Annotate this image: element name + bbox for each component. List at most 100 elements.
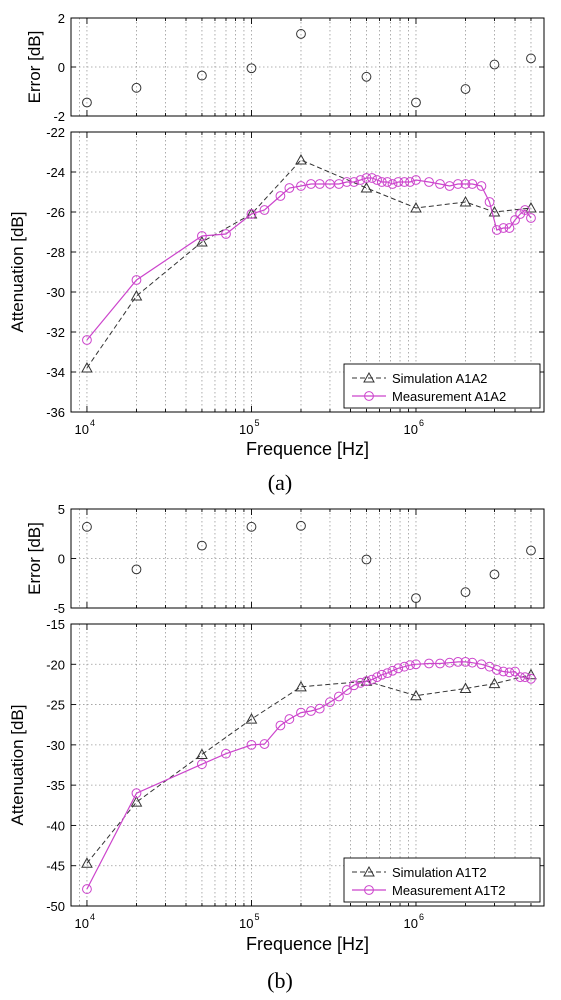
error-point: [526, 545, 536, 556]
measurement-marker: [372, 175, 382, 185]
measurement-marker: [284, 183, 295, 193]
measurement-marker: [424, 658, 434, 669]
error-plot-frame: [70, 508, 545, 609]
measurement-marker: [460, 179, 471, 189]
x-tick-label-base: 10: [239, 916, 253, 931]
error-point: [82, 521, 92, 532]
measurement-marker: [510, 666, 520, 677]
measurement-marker: [349, 680, 359, 691]
measurement-marker: [82, 335, 92, 345]
measurement-marker: [467, 179, 478, 189]
y-tick-label: -28: [46, 245, 65, 260]
measurement-marker: [460, 656, 471, 667]
measurement-marker: [361, 173, 372, 183]
x-tick-label: 10 4: [74, 418, 94, 437]
x-tick-label: 10 6: [404, 912, 424, 931]
legend-box: [343, 857, 541, 903]
x-tick-label-base: 10: [74, 422, 88, 437]
measurement-marker: [296, 181, 306, 191]
measurement-marker: [453, 179, 463, 189]
measurement-marker: [333, 691, 344, 702]
x-tick-label-base: 10: [74, 916, 88, 931]
measurement-marker: [405, 177, 415, 187]
error-plot: 5 0 -5 Error [dB]: [25, 502, 545, 616]
y-tick-label: -30: [46, 738, 65, 753]
frequency-axis-label: Frequence [Hz]: [246, 934, 369, 954]
legend-measurement-marker: [364, 885, 374, 895]
measurement-marker: [221, 229, 231, 239]
legend-simulation-label: Simulation A1A2: [392, 371, 487, 386]
measurement-marker: [341, 685, 352, 695]
measurement-marker: [361, 676, 372, 687]
y-tick-label: -20: [46, 657, 65, 672]
panel-label: (b): [267, 968, 293, 993]
measurement-marker: [526, 213, 536, 223]
measurement-marker: [246, 209, 257, 219]
simulation-marker: [196, 235, 208, 247]
y-tick-label: -36: [46, 405, 65, 420]
y-tick-label: -30: [46, 285, 65, 300]
legend: Simulation A1T2 Measurement A1T2: [343, 857, 541, 903]
error-point: [197, 70, 207, 81]
x-tick-label: 10 5: [239, 418, 259, 437]
error-point: [246, 63, 257, 74]
measurement-marker: [498, 223, 509, 233]
y-tick-label: -5: [53, 601, 65, 616]
simulation-marker: [410, 201, 422, 213]
measurement-marker: [306, 706, 316, 716]
measurement-marker: [314, 703, 325, 714]
simulation-marker: [488, 677, 501, 689]
y-tick-label: -26: [46, 205, 65, 220]
measurement-marker: [82, 884, 92, 894]
measurement-marker: [376, 177, 387, 187]
error-point: [411, 593, 421, 603]
error-point: [460, 587, 471, 598]
measurement-marker: [411, 659, 421, 670]
error-point: [131, 564, 142, 575]
measurement-marker: [504, 667, 515, 678]
y-tick-label: -45: [46, 859, 65, 874]
measurement-marker: [259, 205, 270, 215]
y-tick-label: -22: [46, 125, 65, 140]
measurement-marker: [259, 739, 270, 749]
error-point: [489, 59, 500, 70]
simulation-marker: [360, 181, 373, 193]
y-tick-label: -50: [46, 899, 65, 914]
x-tick-label-exponent: 5: [254, 912, 259, 922]
error-point: [361, 71, 372, 82]
measurement-marker: [387, 179, 398, 189]
measurement-marker: [387, 665, 398, 676]
measurement-marker: [510, 215, 520, 225]
simulation-marker: [130, 289, 143, 301]
legend-measurement-label: Measurement A1A2: [392, 389, 506, 404]
y-tick-label: -24: [46, 165, 65, 180]
x-tick-label-exponent: 4: [90, 418, 95, 428]
measurement-line: [86, 661, 532, 890]
y-tick-label: -15: [46, 617, 65, 632]
measurement-marker: [221, 748, 231, 759]
measurement-marker: [296, 707, 306, 718]
error-plot: 2 0 -2 Error [dB]: [25, 11, 545, 124]
simulation-marker: [295, 153, 307, 165]
measurement-marker: [424, 177, 434, 187]
measurement-marker: [498, 666, 509, 677]
y-tick-label: -35: [46, 778, 65, 793]
measurement-marker: [504, 223, 515, 233]
measurement-marker: [393, 663, 404, 674]
measurement-marker: [376, 669, 387, 680]
simulation-line: [86, 159, 532, 369]
measurement-marker: [341, 177, 352, 187]
simulation-marker: [295, 680, 307, 692]
error-point: [131, 82, 142, 93]
error-axis-label: Error [dB]: [25, 31, 44, 104]
error-point: [296, 520, 306, 531]
measurement-line: [86, 177, 532, 341]
attenuation-axis-label: Attenuation [dB]: [8, 705, 27, 826]
x-tick-label-exponent: 4: [90, 912, 95, 922]
x-tick-label: 10 4: [74, 912, 94, 931]
measurement-marker: [367, 173, 377, 183]
error-axis-label: Error [dB]: [25, 522, 44, 595]
simulation-marker: [363, 865, 375, 877]
simulation-marker: [363, 371, 375, 383]
